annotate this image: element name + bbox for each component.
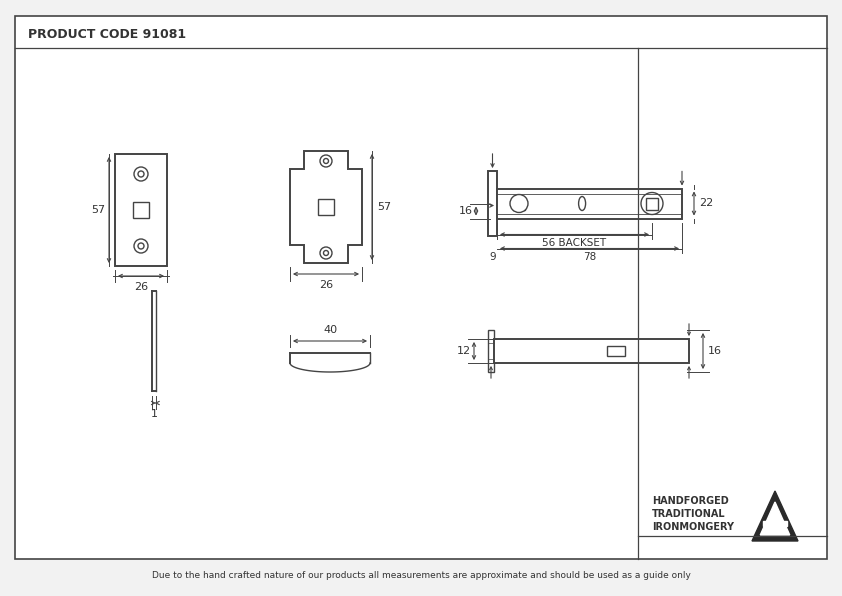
Text: IRONMONGERY: IRONMONGERY <box>652 522 734 532</box>
Text: 12: 12 <box>457 346 471 356</box>
Text: 9: 9 <box>489 252 496 262</box>
Bar <box>607 346 625 356</box>
Bar <box>133 202 149 218</box>
Text: 78: 78 <box>583 252 596 262</box>
Bar <box>488 171 497 236</box>
Ellipse shape <box>578 197 585 210</box>
Text: PRODUCT CODE 91081: PRODUCT CODE 91081 <box>28 27 186 41</box>
Circle shape <box>323 159 328 163</box>
Bar <box>763 520 787 526</box>
Text: 40: 40 <box>323 325 337 335</box>
Circle shape <box>320 247 332 259</box>
Circle shape <box>641 193 663 215</box>
Polygon shape <box>760 502 790 535</box>
Bar <box>488 330 494 372</box>
Text: 26: 26 <box>319 280 333 290</box>
Circle shape <box>134 167 148 181</box>
Polygon shape <box>290 151 362 263</box>
Circle shape <box>138 243 144 249</box>
Polygon shape <box>752 491 798 541</box>
Text: 57: 57 <box>377 202 391 212</box>
Circle shape <box>510 194 528 213</box>
Text: 22: 22 <box>699 198 713 209</box>
Text: TRADITIONAL: TRADITIONAL <box>652 509 726 519</box>
Circle shape <box>134 239 148 253</box>
Bar <box>646 197 658 210</box>
Bar <box>115 154 167 266</box>
Circle shape <box>138 171 144 177</box>
Circle shape <box>320 155 332 167</box>
Bar <box>318 199 334 215</box>
Circle shape <box>323 250 328 256</box>
Text: HANDFORGED: HANDFORGED <box>652 496 728 506</box>
Text: 16: 16 <box>708 346 722 356</box>
Text: 26: 26 <box>134 282 148 292</box>
Bar <box>494 339 689 363</box>
Text: 1: 1 <box>151 409 157 419</box>
Text: Due to the hand crafted nature of our products all measurements are approximate : Due to the hand crafted nature of our pr… <box>152 572 690 581</box>
Text: 56 BACKSET: 56 BACKSET <box>542 237 606 247</box>
Bar <box>497 188 682 219</box>
Text: 16: 16 <box>459 206 473 216</box>
Text: 57: 57 <box>91 205 105 215</box>
Bar <box>513 197 525 210</box>
